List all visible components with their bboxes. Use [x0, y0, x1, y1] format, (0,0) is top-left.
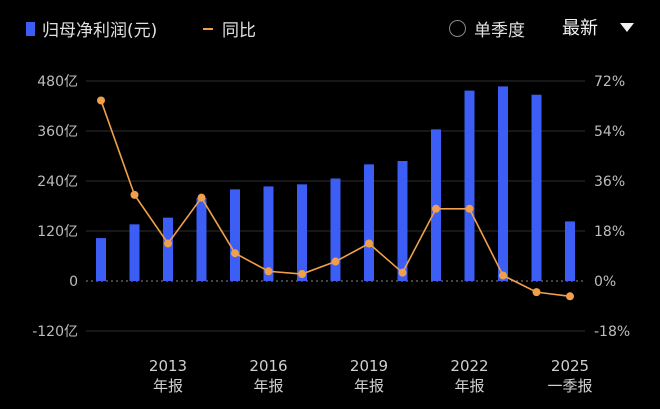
bar-series [96, 86, 575, 282]
yoy-point[interactable] [331, 257, 340, 266]
caret-down-icon[interactable] [620, 22, 634, 32]
bar[interactable] [163, 217, 173, 281]
chart-header: 归母净利润(元) 同比 单季度 最新 [0, 0, 660, 56]
bar[interactable] [531, 94, 542, 281]
y-left-tick-label: 480亿 [37, 74, 78, 90]
period-dropdown-label: 最新 [562, 18, 598, 39]
bar[interactable] [498, 86, 508, 282]
bar[interactable] [196, 198, 207, 281]
y-right-tick-label: 54% [594, 124, 625, 140]
x-tick-year: 2013 [149, 357, 187, 375]
yoy-point[interactable] [465, 204, 474, 213]
y-left-tick-label: 360亿 [37, 124, 78, 140]
yoy-point[interactable] [499, 271, 507, 280]
quarterly-toggle[interactable]: 单季度 [449, 16, 525, 41]
radio-circle-icon[interactable] [449, 20, 466, 37]
right-axis: 72% 54% 36% 18% 0% -18% [594, 74, 630, 340]
x-tick-period: 年报 [153, 377, 183, 395]
yoy-point[interactable] [231, 249, 239, 258]
y-right-tick-label: 72% [594, 74, 625, 90]
yoy-point[interactable] [130, 190, 139, 199]
line-legend-swatch [203, 27, 213, 30]
bar[interactable] [129, 224, 140, 281]
yoy-point[interactable] [566, 292, 574, 301]
bar[interactable] [263, 186, 274, 281]
yoy-point[interactable] [398, 268, 407, 277]
legend-line-entry[interactable]: 同比 [203, 16, 256, 41]
x-tick-year: 2025 [551, 357, 589, 375]
line-series [97, 96, 574, 301]
yoy-point[interactable] [432, 204, 440, 213]
yoy-point[interactable] [164, 239, 172, 248]
y-right-tick-label: -18% [594, 324, 630, 340]
y-right-tick-label: 36% [594, 174, 625, 190]
bar[interactable] [364, 164, 374, 281]
x-tick-year: 2016 [249, 357, 287, 375]
y-left-tick-label: 0 [69, 274, 78, 290]
bar[interactable] [96, 238, 106, 281]
x-tick-period: 年报 [354, 377, 384, 395]
y-right-tick-label: 0% [594, 274, 616, 290]
y-left-tick-label: 240亿 [37, 174, 78, 190]
legend-line-label: 同比 [222, 21, 256, 41]
x-tick-period: 一季报 [547, 377, 592, 395]
x-tick-period: 年报 [253, 377, 283, 395]
yoy-point[interactable] [532, 288, 541, 297]
x-tick-year: 2022 [450, 357, 488, 375]
bar[interactable] [565, 221, 575, 281]
y-right-tick-label: 18% [594, 224, 625, 240]
bar[interactable] [230, 189, 240, 281]
left-axis: 480亿 360亿 240亿 120亿 0 -120亿 [32, 74, 78, 340]
x-tick-period: 年报 [454, 377, 484, 395]
bar[interactable] [330, 178, 341, 282]
yoy-point[interactable] [365, 239, 373, 248]
y-left-tick-label: -120亿 [32, 324, 78, 340]
yoy-point[interactable] [197, 193, 206, 202]
bar[interactable] [297, 184, 307, 281]
quarterly-toggle-label: 单季度 [474, 21, 525, 41]
y-left-tick-label: 120亿 [37, 224, 78, 240]
yoy-point[interactable] [298, 270, 306, 279]
bar-legend-swatch [26, 21, 35, 36]
yoy-point[interactable] [264, 267, 273, 276]
bar[interactable] [397, 161, 408, 281]
period-dropdown[interactable]: 最新 [562, 14, 634, 40]
legend-bar-entry[interactable]: 归母净利润(元) [26, 16, 157, 41]
yoy-point[interactable] [97, 96, 105, 105]
bar[interactable] [464, 90, 475, 281]
x-axis: 2013 年报 2016 年报 2019 年报 2022 年报 2025 一季报 [149, 357, 593, 395]
legend-bar-label: 归母净利润(元) [42, 21, 158, 41]
x-tick-year: 2019 [350, 357, 388, 375]
